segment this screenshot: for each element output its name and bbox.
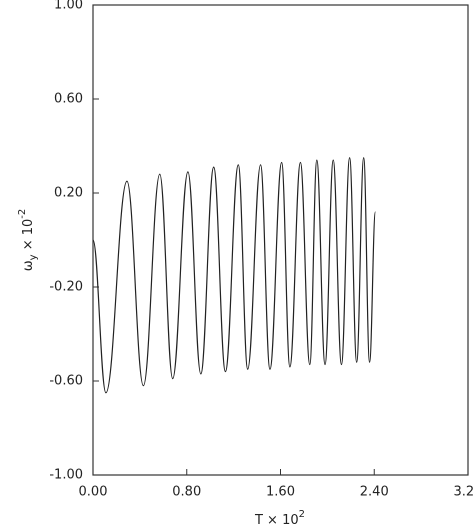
y-label-subscript: y — [28, 254, 39, 260]
y-tick-label: 0.60 — [54, 92, 83, 107]
y-axis-label: ωy × 10-2 — [17, 209, 39, 272]
y-tick-label: -0.60 — [49, 374, 83, 389]
x-label-base: T × 10 — [254, 513, 299, 528]
y-tick-label: -1.00 — [49, 468, 83, 483]
y-label-exponent: -2 — [17, 209, 28, 219]
x-tick-label: 1.60 — [266, 485, 295, 500]
data-line — [92, 157, 377, 394]
plot-frame — [92, 4, 469, 476]
x-tick-label: 0.80 — [172, 485, 201, 500]
y-label-symbol: ω — [21, 260, 36, 271]
y-tick-label: 0.20 — [54, 186, 83, 201]
y-tick-label: -0.20 — [49, 280, 83, 295]
x-tick-label: 2.40 — [360, 485, 389, 500]
x-tick-label: 0.00 — [79, 485, 108, 500]
x-axis-label: T × 102 — [254, 509, 305, 528]
y-label-factor: × 10 — [21, 219, 36, 255]
x-tick-label: 3.20 — [454, 485, 474, 500]
x-label-exponent: 2 — [299, 509, 305, 520]
y-tick-label: 1.00 — [54, 0, 83, 13]
